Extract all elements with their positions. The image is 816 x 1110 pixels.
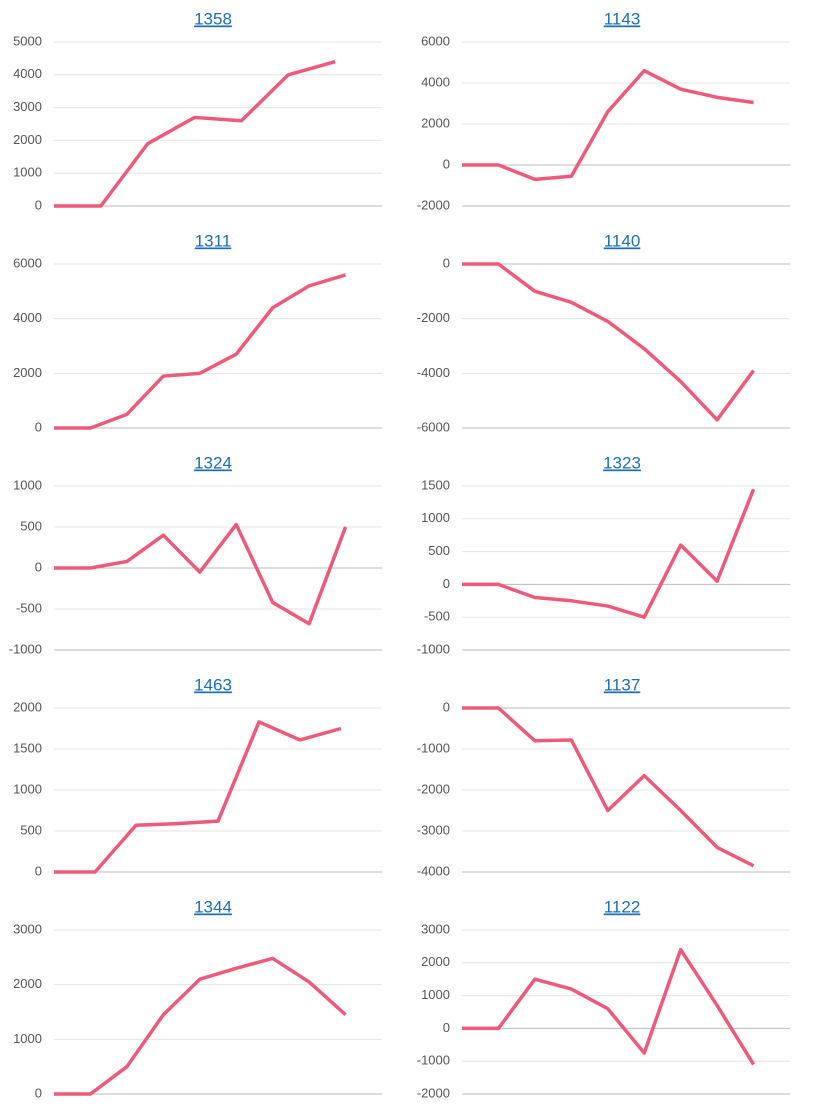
y-tick-label: 0	[35, 559, 42, 574]
y-tick-label: 2000	[421, 115, 450, 130]
y-tick-label: 4000	[13, 310, 42, 325]
y-tick-label: 2000	[13, 976, 42, 991]
line	[462, 947, 756, 1066]
chart-title[interactable]: 1122	[604, 897, 641, 916]
y-tick-label: 1000	[13, 1031, 42, 1046]
line	[54, 59, 336, 208]
y-tick-label: 1000	[13, 781, 42, 796]
chart-title[interactable]: 1143	[604, 9, 641, 28]
y-tick-label: 0	[35, 197, 42, 212]
y-tick-label: -2000	[417, 781, 450, 796]
y-tick-label: -1000	[417, 740, 450, 755]
line	[54, 720, 342, 874]
y-tick-label: 4000	[421, 74, 450, 89]
y-tick-label: 2000	[13, 132, 42, 147]
line	[54, 956, 347, 1096]
y-tick-label: 500	[428, 543, 450, 558]
y-tick-label: -2000	[417, 1085, 450, 1100]
y-tick-label: 0	[443, 699, 450, 714]
y-tick-label: 0	[443, 156, 450, 171]
y-tick-label: 3000	[13, 99, 42, 114]
y-tick-label: 1500	[421, 477, 450, 492]
y-tick-label: 4000	[13, 66, 42, 81]
y-tick-label: -1000	[417, 641, 450, 656]
y-tick-label: -2000	[417, 197, 450, 212]
chart-title[interactable]: 1137	[604, 675, 641, 694]
y-tick-label: -4000	[417, 863, 450, 878]
y-tick-label: -500	[424, 609, 450, 624]
y-tick-label: 1000	[13, 477, 42, 492]
line	[462, 706, 755, 868]
y-tick-label: -2000	[417, 310, 450, 325]
y-tick-label: 2000	[13, 699, 42, 714]
y-tick-label: 1000	[421, 987, 450, 1002]
line	[54, 273, 347, 430]
y-tick-label: 0	[443, 1020, 450, 1035]
y-tick-label: 0	[443, 576, 450, 591]
y-tick-label: 0	[35, 1085, 42, 1100]
y-tick-label: -3000	[417, 822, 450, 837]
chart-title[interactable]: 1311	[195, 231, 232, 250]
y-tick-label: 1000	[13, 165, 42, 180]
line	[462, 262, 755, 422]
line	[462, 488, 756, 619]
y-tick-label: 6000	[421, 33, 450, 48]
y-tick-label: 0	[35, 863, 42, 878]
y-tick-label: -1000	[9, 641, 42, 656]
y-tick-label: 500	[20, 822, 42, 837]
line	[54, 522, 348, 626]
y-tick-label: 1500	[13, 740, 42, 755]
chart-title[interactable]: 1463	[194, 675, 232, 694]
y-tick-label: -500	[16, 600, 42, 615]
chart-title[interactable]: 1344	[194, 897, 232, 916]
y-tick-label: 0	[35, 419, 42, 434]
chart-title[interactable]: 1324	[194, 453, 232, 472]
y-tick-label: 2000	[13, 365, 42, 380]
y-tick-label: -6000	[417, 419, 450, 434]
y-tick-label: 500	[20, 518, 42, 533]
y-tick-label: 5000	[13, 33, 42, 48]
y-tick-label: 3000	[13, 921, 42, 936]
y-tick-label: -1000	[417, 1053, 450, 1068]
y-tick-label: 1000	[421, 510, 450, 525]
y-tick-label: 2000	[421, 954, 450, 969]
line	[462, 68, 754, 182]
chart-title[interactable]: 1358	[194, 9, 232, 28]
y-tick-label: 0	[443, 255, 450, 270]
y-tick-label: 3000	[421, 921, 450, 936]
y-tick-label: 6000	[13, 255, 42, 270]
chart-title[interactable]: 1140	[604, 231, 641, 250]
y-tick-label: -4000	[417, 365, 450, 380]
chart-title[interactable]: 1323	[603, 453, 641, 472]
